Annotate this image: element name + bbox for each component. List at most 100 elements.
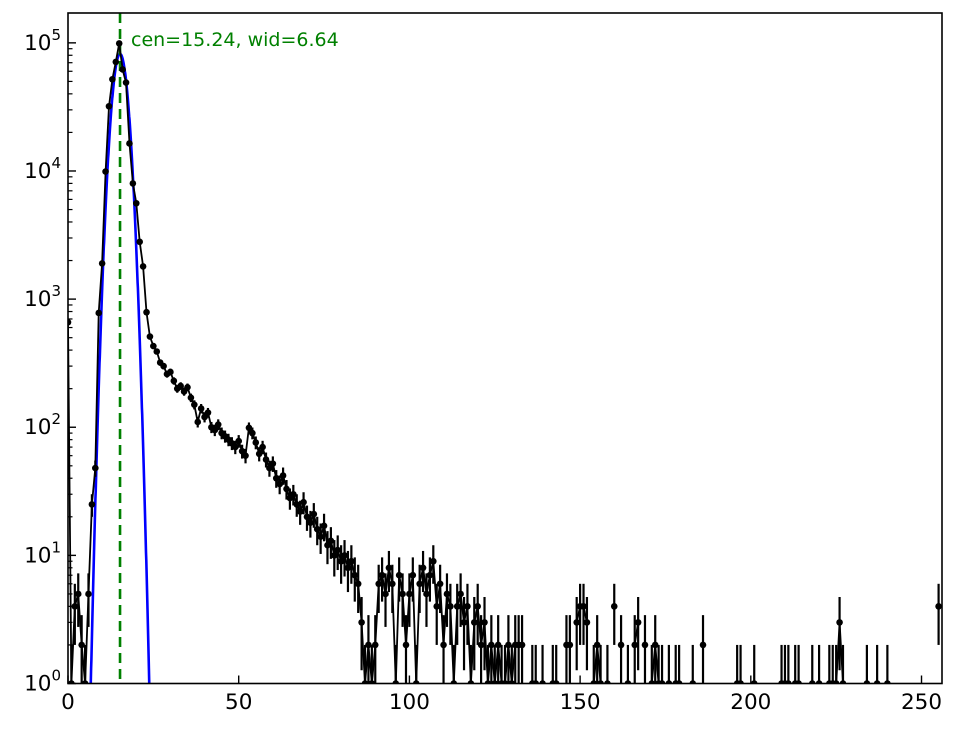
data-point (382, 590, 389, 598)
data-point (389, 580, 396, 588)
data-point (132, 199, 140, 207)
data-point (313, 525, 321, 533)
data-point (873, 680, 881, 684)
data-point (375, 580, 382, 588)
data-point (617, 641, 625, 649)
data-point (252, 439, 260, 446)
data-point (665, 680, 673, 684)
data-point (368, 680, 376, 684)
data-point (235, 437, 243, 445)
x-tick-label: 150 (560, 690, 601, 715)
data-point (651, 641, 659, 649)
y-tick-label: 102 (24, 410, 61, 440)
data-point (320, 522, 328, 530)
data-layer (68, 13, 942, 684)
data-point (532, 680, 540, 684)
data-point (170, 377, 178, 385)
data-point (303, 513, 311, 521)
data-point (119, 66, 126, 73)
data-point (143, 308, 150, 316)
data-point (279, 472, 287, 479)
data-point (71, 603, 79, 610)
y-tick-label: 101 (24, 538, 61, 568)
data-point (197, 405, 205, 412)
data-point (863, 680, 871, 684)
data-point (648, 680, 656, 684)
data-point (290, 490, 297, 498)
data-point (412, 680, 420, 684)
data-point (358, 619, 365, 626)
data-point (102, 168, 109, 175)
data-point (436, 580, 444, 588)
data-point (488, 641, 495, 649)
data-point (750, 680, 758, 684)
data-point (68, 318, 72, 326)
data-point (126, 140, 133, 147)
data-point (146, 333, 154, 340)
data-point (481, 619, 488, 626)
data-point (467, 680, 475, 684)
data-point (283, 485, 290, 493)
data-point (808, 680, 816, 684)
data-point (201, 413, 208, 421)
data-point (447, 603, 454, 610)
data-point (105, 102, 113, 110)
data-point (74, 590, 82, 598)
y-tick-label: 104 (24, 154, 61, 184)
data-point (416, 580, 423, 588)
data-point (317, 533, 324, 540)
data-point (341, 552, 348, 559)
data-point (293, 501, 301, 508)
gaussian-fit-curve (89, 52, 151, 684)
data-point (399, 590, 406, 598)
data-point (269, 460, 277, 467)
x-tick-label: 50 (225, 690, 252, 715)
fit-annotation: cen=15.24, wid=6.64 (131, 29, 339, 51)
data-point (580, 603, 587, 610)
data-point (464, 603, 471, 610)
data-point (334, 546, 342, 554)
data-point (590, 680, 598, 684)
data-point (187, 394, 195, 402)
data-point (231, 443, 239, 451)
data-point (634, 619, 642, 626)
data-point (68, 680, 75, 684)
data-point (573, 619, 580, 626)
data-point (296, 508, 304, 515)
data-point (935, 603, 942, 610)
data-point (204, 409, 212, 416)
data-point (330, 552, 338, 559)
data-point (307, 519, 314, 526)
data-point (262, 456, 270, 463)
data-point (795, 680, 802, 684)
data-point (699, 641, 707, 649)
data-point (112, 58, 120, 66)
data-point (259, 443, 266, 451)
data-point (348, 557, 355, 565)
data-point (245, 424, 253, 432)
data-point (272, 474, 280, 482)
data-point (371, 641, 379, 649)
data-point (78, 641, 85, 649)
data-point (395, 571, 403, 579)
data-point (419, 564, 427, 572)
x-tick-label: 0 (61, 690, 75, 715)
data-point (238, 447, 246, 455)
data-point (453, 603, 461, 610)
data-point (122, 79, 130, 86)
data-point (457, 590, 464, 598)
data-point (552, 680, 560, 684)
data-point (815, 680, 823, 684)
data-point (675, 680, 683, 684)
data-point (593, 641, 601, 649)
data-point (539, 680, 546, 684)
data-point (583, 619, 591, 626)
data-point (184, 383, 191, 391)
data-point (361, 680, 369, 684)
data-point (423, 590, 430, 598)
data-point (785, 680, 792, 684)
data-point (839, 680, 847, 684)
data-point (494, 641, 502, 649)
data-point (194, 418, 202, 426)
